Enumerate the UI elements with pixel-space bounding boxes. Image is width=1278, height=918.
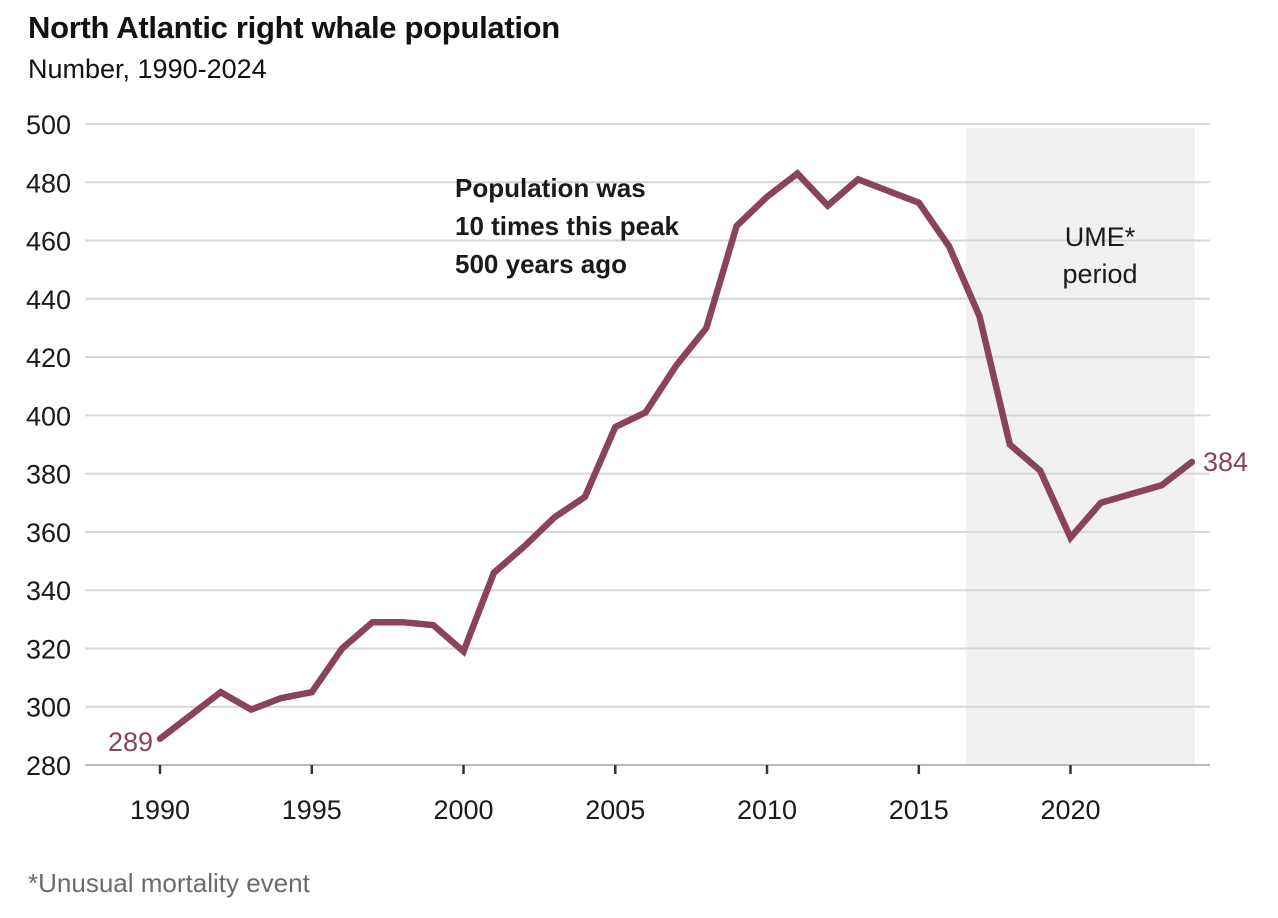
y-axis-label: 420 <box>26 343 71 373</box>
x-axis-label: 2000 <box>433 795 493 825</box>
y-axis-label: 460 <box>26 227 71 257</box>
y-axis-label: 400 <box>26 401 71 431</box>
note-annotation-line: 500 years ago <box>455 249 627 279</box>
chart-subtitle: Number, 1990-2024 <box>28 54 267 84</box>
end-value-label: 384 <box>1203 447 1248 477</box>
y-axis-label: 280 <box>26 751 71 781</box>
x-axis-label: 1990 <box>130 795 190 825</box>
y-axis-label: 440 <box>26 285 71 315</box>
ume-band <box>965 128 1195 765</box>
x-axis-label: 2010 <box>737 795 797 825</box>
x-axis-label: 2015 <box>889 795 949 825</box>
ume-period-label: period <box>1062 259 1137 289</box>
start-value-label: 289 <box>108 727 153 757</box>
x-axis-label: 2005 <box>585 795 645 825</box>
y-axis-label: 380 <box>26 460 71 490</box>
x-axis-label: 1995 <box>282 795 342 825</box>
y-axis-label: 320 <box>26 634 71 664</box>
y-axis-label: 500 <box>26 110 71 140</box>
y-axis-label: 360 <box>26 518 71 548</box>
population-line <box>156 169 1196 743</box>
x-axis-label: 2020 <box>1040 795 1100 825</box>
ume-period-label: UME* <box>1065 222 1136 252</box>
footnote: *Unusual mortality event <box>28 868 310 898</box>
y-axis-label: 480 <box>26 168 71 198</box>
y-axis-label: 300 <box>26 693 71 723</box>
chart-title: North Atlantic right whale population <box>28 10 560 45</box>
y-axis-label: 340 <box>26 576 71 606</box>
note-annotation-line: 10 times this peak <box>455 211 680 241</box>
note-annotation-line: Population was <box>455 173 646 203</box>
